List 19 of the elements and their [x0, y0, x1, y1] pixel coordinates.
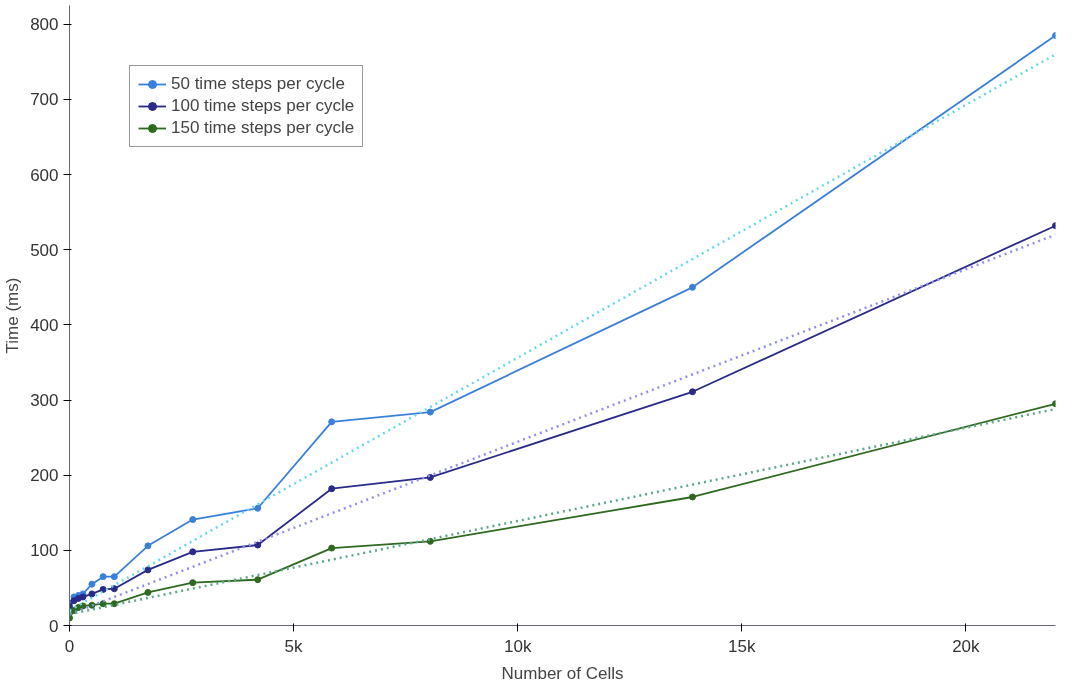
- y-tick-label: 100: [30, 541, 59, 561]
- x-tick-label: 5k: [284, 636, 304, 656]
- legend-label: 100 time steps per cycle: [171, 96, 355, 116]
- y-tick-label: 400: [30, 315, 59, 335]
- legend-label: 150 time steps per cycle: [171, 118, 355, 138]
- x-tick-label: 0: [64, 636, 75, 656]
- y-tick-label: 600: [30, 165, 59, 185]
- y-axis-title: Time (ms): [3, 277, 23, 354]
- y-tick-label: 0: [49, 616, 59, 636]
- y-tick-label: 300: [30, 391, 59, 411]
- x-tick-label: 20k: [952, 636, 981, 656]
- x-axis-title: Number of Cells: [501, 663, 624, 683]
- x-tick-label: 10k: [503, 636, 532, 656]
- y-tick-label: 800: [30, 15, 59, 35]
- y-tick-label: 500: [30, 240, 59, 260]
- y-tick-label: 200: [30, 466, 59, 486]
- y-tick-label: 700: [30, 90, 59, 110]
- legend-label: 50 time steps per cycle: [171, 74, 345, 94]
- x-tick-label: 15k: [728, 636, 756, 656]
